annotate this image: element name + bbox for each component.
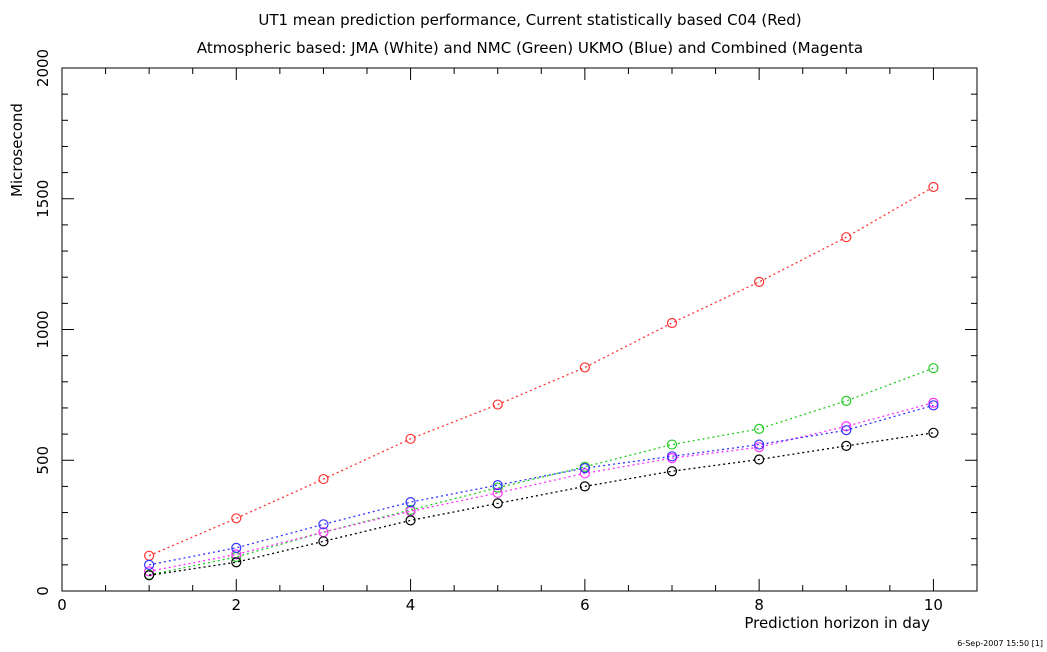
x-tick-label: 10 [924,596,943,614]
series-point-0 [928,181,939,193]
series-point-4 [144,570,155,581]
series-line-3 [149,404,934,566]
timestamp-label: 6-Sep-2007 15:50 [1] [957,639,1043,648]
series-point-1 [928,363,939,374]
y-tick-label: 2000 [34,49,52,87]
series-point-2 [579,468,590,479]
series-point-4 [841,440,852,451]
series-point-3 [492,479,503,491]
series-point-1 [841,395,852,406]
series-point-0 [666,317,678,329]
series-point-3 [405,496,416,508]
series-point-4 [754,454,765,465]
y-tick-label: 1000 [34,310,52,348]
series-point-0 [318,473,329,485]
x-tick-label: 2 [232,596,242,614]
series-point-3 [318,519,329,530]
series-point-4 [579,481,590,492]
series-point-2 [492,487,503,499]
series-point-1 [754,423,765,434]
x-tick-label: 6 [580,596,590,614]
x-tick-label: 4 [406,596,416,614]
x-axis-label: Prediction horizon in day [744,614,930,632]
series-point-4 [318,536,329,547]
series-point-2 [231,549,242,560]
chart-title: UT1 mean prediction performance, Current… [258,11,801,29]
y-tick-label: 0 [34,586,52,596]
series-point-0 [754,276,765,288]
ticks-layer: 0 2 4 6 8 10 0 500 1000 1500 2000 [34,49,977,614]
series-line-4 [149,432,934,576]
series-point-0 [405,433,416,444]
series-line-1 [149,367,934,576]
series-point-0 [841,232,852,243]
plot-frame [61,67,978,592]
series-point-0 [231,513,242,524]
series-point-4 [231,557,242,568]
y-tick-label: 1500 [34,180,52,218]
series-point-3 [928,400,939,411]
series-point-0 [579,362,590,373]
series-layer [144,181,939,581]
x-tick-label: 8 [754,596,764,614]
series-point-4 [405,515,416,526]
series-point-3 [666,451,678,462]
series-point-2 [928,397,939,408]
series-line-0 [148,186,934,557]
y-tick-label: 500 [34,446,52,475]
series-point-3 [754,439,765,450]
series-point-3 [231,542,242,553]
chart-subtitle: Atmospheric based: JMA (White) and NMC (… [197,39,863,57]
series-point-2 [144,566,155,577]
series-point-0 [492,399,503,410]
series-point-1 [666,439,678,450]
series-point-4 [928,427,939,438]
series-point-3 [841,425,852,436]
series-point-4 [492,498,503,509]
y-axis-label: Microsecond [8,103,26,197]
series-line-2 [149,402,934,573]
series-point-2 [754,442,765,453]
series-point-3 [579,462,590,474]
x-tick-label: 0 [57,596,67,614]
series-point-3 [144,559,155,570]
series-point-1 [492,482,503,493]
series-point-4 [666,466,678,477]
